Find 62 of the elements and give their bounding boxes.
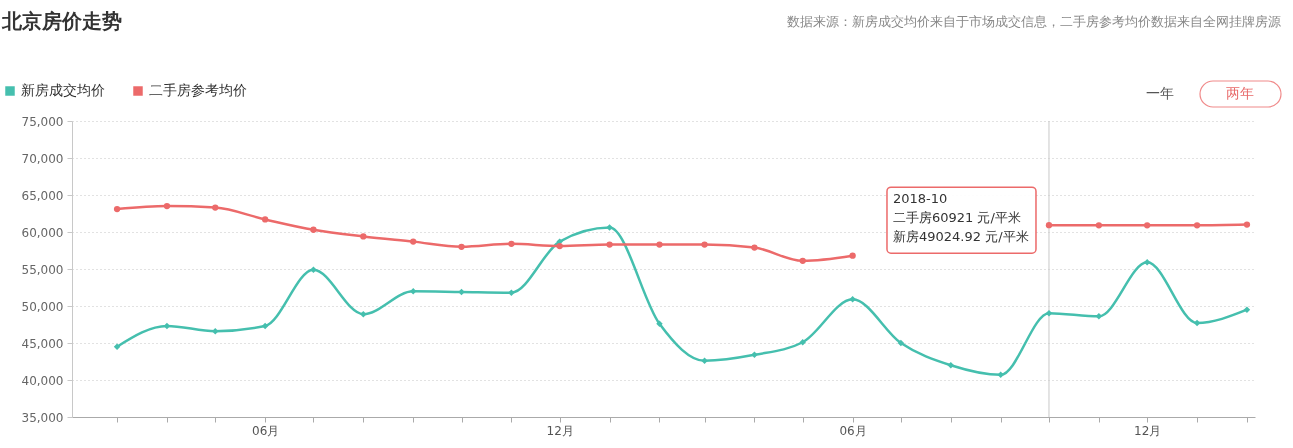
point xyxy=(1193,222,1201,229)
x-tick-label: 06月 xyxy=(252,423,280,438)
point xyxy=(656,320,663,327)
point xyxy=(113,205,121,213)
point xyxy=(261,322,269,330)
legend-label: 新房成交均价 xyxy=(21,82,105,98)
y-tick-label: 70,000 xyxy=(21,151,64,166)
point xyxy=(458,243,465,250)
point xyxy=(997,371,1004,379)
point xyxy=(163,202,171,210)
point xyxy=(261,216,269,223)
y-tick-label: 35,000 xyxy=(21,410,64,425)
point xyxy=(310,266,317,273)
point xyxy=(799,339,806,346)
point xyxy=(849,296,856,303)
y-tick-label: 60,000 xyxy=(21,225,64,240)
point xyxy=(897,339,905,347)
point xyxy=(751,244,758,251)
point xyxy=(606,241,613,248)
point xyxy=(1243,221,1251,228)
annotation: 新房49024.92 元/平米 xyxy=(892,229,1029,245)
y-tick-label: 65,000 xyxy=(21,188,64,203)
y-tick-label: 40,000 xyxy=(21,373,64,388)
chart-title: 北京房价走势 xyxy=(1,9,122,33)
point xyxy=(1095,313,1103,320)
point xyxy=(1045,309,1053,317)
y-tick-label: 45,000 xyxy=(21,336,64,351)
y-tick-label: 75,000 xyxy=(21,114,64,129)
point xyxy=(799,257,806,265)
x-tick-label: 12月 xyxy=(546,423,574,438)
point xyxy=(508,289,515,296)
point xyxy=(656,241,663,248)
y-tick-label: 50,000 xyxy=(21,299,64,314)
point xyxy=(606,224,613,231)
point xyxy=(1045,222,1053,229)
y-tick-label: 55,000 xyxy=(21,262,64,277)
point xyxy=(1144,222,1151,229)
point xyxy=(409,287,417,295)
point xyxy=(410,238,417,245)
legend-label: 二手房参考均价 xyxy=(149,82,247,98)
point xyxy=(1143,259,1151,266)
x-tick-label: 12月 xyxy=(1134,423,1162,438)
point xyxy=(212,204,219,211)
point xyxy=(360,233,367,240)
point xyxy=(1193,319,1201,327)
point xyxy=(1243,306,1251,313)
point xyxy=(701,357,708,364)
text: 两年 xyxy=(1226,85,1254,101)
point xyxy=(556,242,563,250)
point xyxy=(947,361,955,369)
annotation: 二手房60921 元/平米 xyxy=(892,210,1021,226)
annotation: 2018-10 xyxy=(892,191,948,207)
point xyxy=(310,226,317,233)
point xyxy=(212,327,219,335)
point xyxy=(360,310,367,318)
text: 一年 xyxy=(1146,85,1174,101)
point xyxy=(701,241,708,248)
point xyxy=(849,252,856,259)
point xyxy=(508,240,515,247)
x-tick-label: 06月 xyxy=(839,423,867,438)
chart-subtitle: 数据来源：新房成交均价来自于市场成交信息，二手房参考均价数据来自全网挂牌房源 xyxy=(787,14,1281,29)
point xyxy=(1095,222,1103,229)
